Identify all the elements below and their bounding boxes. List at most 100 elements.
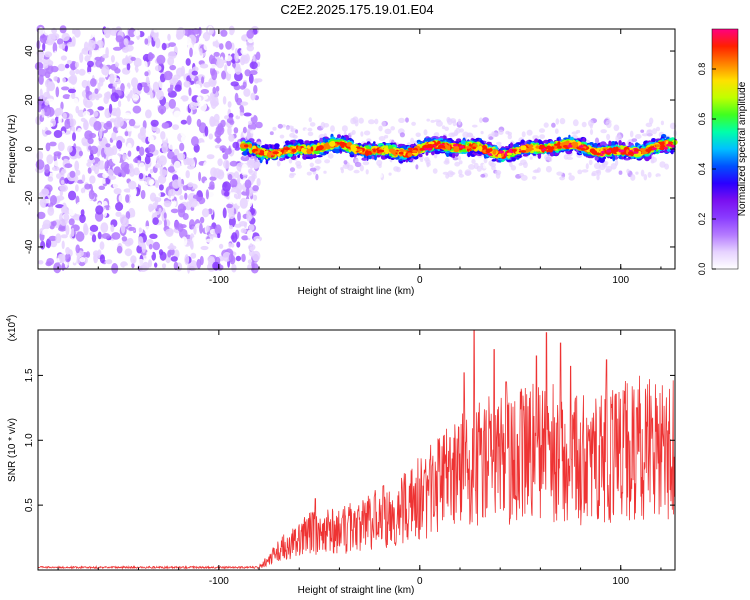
heatmap-cell — [152, 217, 159, 226]
heatmap-cell — [627, 151, 634, 156]
heatmap-cell — [454, 161, 461, 167]
heatmap-cell — [272, 151, 280, 155]
heatmap-cell — [87, 29, 94, 40]
heatmap-cell — [233, 127, 239, 134]
heatmap-cell — [639, 148, 645, 152]
heatmap-cell — [589, 123, 593, 129]
heatmap-cell — [255, 121, 263, 129]
heatmap-cell — [37, 68, 47, 77]
heatmap-cell — [459, 145, 465, 149]
heatmap-cell — [150, 119, 159, 127]
heatmap-cell — [61, 32, 70, 42]
heatmap-cell — [149, 169, 154, 174]
heatmap-cell — [46, 154, 54, 165]
heatmap-cell — [55, 86, 60, 98]
heatmap-cell — [61, 168, 67, 174]
heatmap-cell — [214, 224, 222, 236]
heatmap-cell — [163, 200, 172, 208]
heatmap-cell — [79, 214, 86, 224]
heatmap-cell — [144, 226, 151, 231]
heatmap-cell — [655, 173, 661, 178]
heatmap-cell — [49, 141, 57, 147]
heatmap-cell — [156, 191, 161, 198]
heatmap-cell — [58, 43, 66, 49]
heatmap-cell — [138, 172, 144, 180]
heatmap-cell — [200, 245, 209, 251]
heatmap-cell — [563, 154, 569, 160]
heatmap-cell — [585, 163, 589, 170]
heatmap-cell — [72, 98, 79, 107]
heatmap-cell — [188, 101, 198, 110]
heatmap-cell — [121, 138, 126, 143]
heatmap-cell — [55, 233, 62, 244]
heatmap-cell — [116, 56, 121, 64]
heatmap-cell — [239, 112, 244, 117]
heatmap-cell — [495, 170, 502, 176]
heatmap-cell — [479, 117, 483, 123]
heatmap-cell — [61, 262, 65, 271]
heatmap-cell — [580, 148, 586, 151]
heatmap-cell — [308, 117, 312, 123]
heatmap-cell — [473, 162, 479, 170]
heatmap-cell — [94, 88, 99, 94]
heatmap-cell — [145, 109, 152, 119]
heatmap-cell — [198, 171, 202, 182]
heatmap-cell — [256, 178, 261, 187]
heatmap-cell — [62, 94, 71, 100]
heatmap-cell — [181, 236, 188, 246]
heatmap-cell — [176, 153, 186, 161]
heatmap-cell — [35, 159, 45, 170]
heatmap-cell — [365, 169, 369, 175]
heatmap-cell — [554, 143, 560, 146]
heatmap-cell — [90, 78, 97, 87]
heatmap-cell — [179, 195, 184, 201]
heatmap-cell — [364, 150, 370, 157]
heatmap-cell — [137, 82, 143, 91]
heatmap-cell — [220, 29, 228, 37]
heatmap-cell — [88, 189, 95, 200]
heatmap-cell — [248, 170, 256, 176]
heatmap-cell — [56, 38, 64, 45]
heatmap-cell — [238, 221, 248, 227]
heatmap-cell — [108, 103, 113, 114]
heatmap-cell — [618, 140, 622, 146]
heatmap-cell — [69, 170, 76, 178]
heatmap-cell — [640, 129, 645, 133]
heatmap-cell — [82, 162, 86, 168]
heatmap-cell — [130, 69, 137, 78]
heatmap-cell — [172, 200, 177, 207]
heatmap-cell — [245, 187, 250, 197]
heatmap-cell — [249, 61, 258, 70]
heatmap-cell — [163, 219, 167, 228]
heatmap-cell — [363, 130, 371, 136]
heatmap-cell — [232, 58, 236, 64]
heatmap-cell — [60, 180, 65, 185]
heatmap-cell — [66, 60, 72, 65]
heatmap-cell — [182, 185, 189, 191]
heatmap-cell — [111, 154, 120, 164]
heatmap-cell — [548, 156, 553, 162]
heatmap-cell — [161, 122, 170, 129]
heatmap-cell — [72, 28, 76, 35]
heatmap-cell — [232, 104, 237, 110]
heatmap-cell — [491, 159, 497, 162]
heatmap-cell — [237, 107, 241, 117]
heatmap-cell — [219, 43, 224, 50]
heatmap-cell — [381, 121, 387, 127]
heatmap-cell — [107, 169, 114, 177]
heatmap-cell — [50, 195, 57, 206]
noise-heatmap — [34, 24, 263, 274]
heatmap-cell — [568, 175, 575, 181]
heatmap-cell — [618, 149, 624, 153]
heatmap-cell — [180, 126, 187, 137]
heatmap-cell — [572, 119, 579, 127]
heatmap-cell — [172, 124, 180, 130]
heatmap-cell — [297, 154, 300, 158]
heatmap-cell — [180, 119, 188, 125]
signal-band-heatmap — [239, 116, 678, 182]
heatmap-cell — [91, 49, 100, 57]
heatmap-cell — [47, 206, 55, 216]
heatmap-cell — [76, 127, 82, 136]
heatmap-cell — [555, 118, 560, 125]
heatmap-cell — [649, 117, 654, 125]
